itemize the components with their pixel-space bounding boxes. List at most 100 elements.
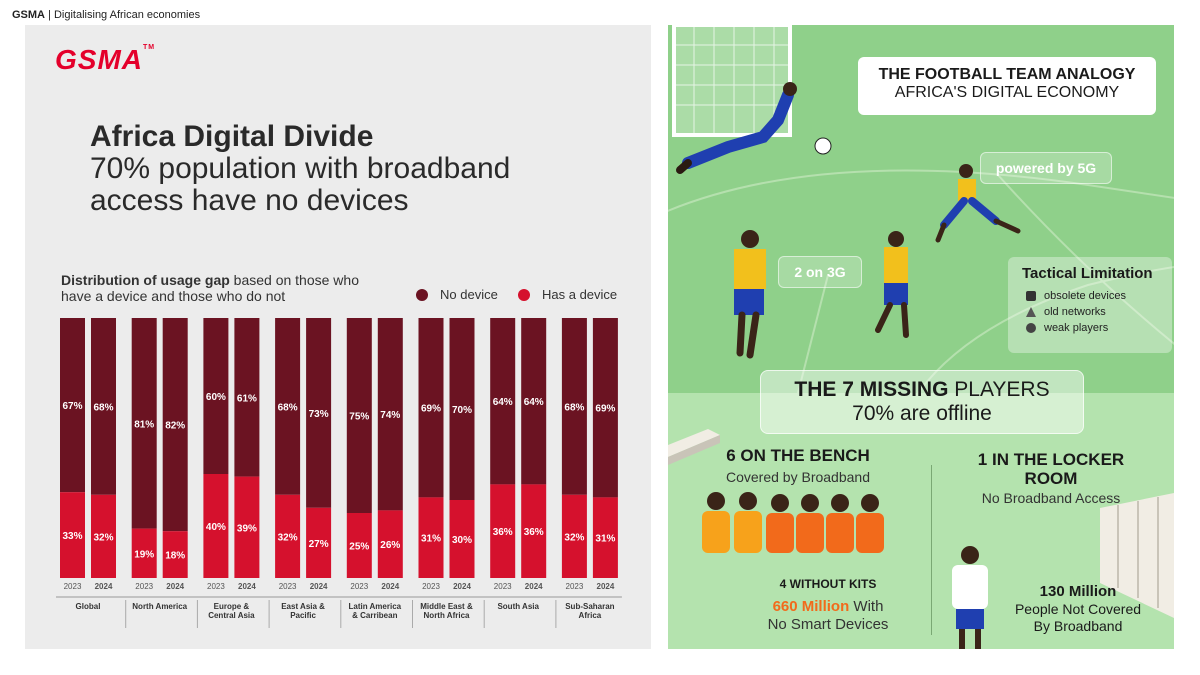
year-tick-label: 2023 <box>279 582 297 591</box>
locker-player-icon <box>952 546 988 649</box>
region-label: East Asia & <box>281 602 325 611</box>
player-icon <box>1026 323 1036 333</box>
legend-no-device-swatch <box>416 288 428 301</box>
tactical-limitation-box: Tactical Limitation obsolete devices old… <box>1008 257 1172 353</box>
legend-has-device-label: Has a device <box>542 287 618 302</box>
goal-net-icon <box>672 25 792 137</box>
legend-no-device: No device <box>416 287 498 302</box>
bar-no-device <box>234 318 260 477</box>
bar-no-device <box>346 318 372 513</box>
region-label: Pacific <box>290 611 316 620</box>
player-5g-icon <box>935 164 1021 243</box>
pill-5g: powered by 5G <box>980 152 1112 184</box>
data-label-has-device: 36% <box>524 527 544 538</box>
bar-has-device <box>306 507 332 578</box>
data-label-no-device: 81% <box>134 419 154 430</box>
data-label-no-device: 68% <box>278 402 298 413</box>
covered-lines: People Not Covered By Broadband <box>1014 601 1142 634</box>
kits-label: 4 WITHOUT KITS <box>779 577 877 591</box>
year-tick-label: 2023 <box>64 582 82 591</box>
data-label-has-device: 33% <box>62 531 82 542</box>
year-tick-label: 2024 <box>381 582 399 591</box>
bar-no-device <box>521 318 547 485</box>
bench-players-icon <box>702 492 884 553</box>
data-label-no-device: 82% <box>165 421 185 432</box>
bench-title: 6 ON THE BENCH <box>726 446 870 465</box>
data-label-has-device: 27% <box>309 539 329 550</box>
bench-sub: Covered by Broadband <box>726 469 870 485</box>
bench-icon <box>668 429 720 465</box>
smart-with: With <box>853 598 884 615</box>
data-label-has-device: 36% <box>493 527 513 538</box>
logo-tm: TM <box>143 44 156 51</box>
bar-has-device <box>418 497 444 578</box>
year-tick-label: 2024 <box>95 582 113 591</box>
data-label-has-device: 32% <box>278 532 298 543</box>
bar-no-device <box>275 318 301 495</box>
bar-no-device <box>449 318 475 500</box>
data-label-no-device: 61% <box>237 393 257 404</box>
bar-has-device <box>521 484 547 578</box>
top-subtitle: Digitalising African economies <box>53 9 201 21</box>
data-label-no-device: 64% <box>524 397 544 408</box>
data-label-has-device: 19% <box>134 549 154 560</box>
region-label: North Africa <box>424 611 470 620</box>
data-label-no-device: 67% <box>62 401 82 412</box>
smart-highlight: 660 Million <box>772 598 850 615</box>
bar-no-device <box>592 318 618 498</box>
analogy-title-box: THE FOOTBALL TEAM ANALOGY AFRICA'S DIGIT… <box>858 57 1156 115</box>
right-panel: THE FOOTBALL TEAM ANALOGY AFRICA'S DIGIT… <box>668 25 1174 649</box>
bar-no-device <box>561 318 587 495</box>
smart-devices-line1: 660 Million With <box>728 598 928 615</box>
tactical-item: old networks <box>1026 306 1172 318</box>
legend-has-device: Has a device <box>518 287 617 302</box>
usage-gap-chart: 67% 33% 2023 68% 32% 2024 Global 81% 19% 2023 82% 1… <box>56 318 622 628</box>
region-label: North America <box>132 602 187 611</box>
bar-has-device <box>275 494 301 578</box>
data-label-has-device: 32% <box>93 532 113 543</box>
top-brand: GSMA <box>12 9 45 21</box>
data-label-no-device: 75% <box>349 412 369 423</box>
football-pitch-illustration <box>668 25 1174 393</box>
headline-title: Africa Digital Divide <box>90 120 374 153</box>
year-tick-label: 2023 <box>350 582 368 591</box>
covered-bold: 130 Million <box>1039 583 1117 600</box>
region-label: Central Asia <box>208 611 255 620</box>
year-tick-label: 2024 <box>166 582 184 591</box>
bar-no-device <box>306 318 332 508</box>
data-label-no-device: 69% <box>595 404 615 415</box>
year-tick-label: 2023 <box>494 582 512 591</box>
bar-has-device <box>60 492 85 578</box>
smart-devices-line2: No Smart Devices <box>767 616 889 633</box>
data-label-no-device: 73% <box>309 409 329 420</box>
chart-title-rest: based on those who have a device and tho… <box>61 272 359 304</box>
data-label-no-device: 64% <box>493 397 513 408</box>
region-label: & Carribean <box>352 611 397 620</box>
lower-divider <box>931 465 932 635</box>
gsma-logo: GSMATM <box>55 44 156 75</box>
data-label-has-device: 18% <box>165 551 185 562</box>
bar-has-device <box>346 513 372 578</box>
bar-no-device <box>418 318 444 498</box>
bar-has-device <box>561 494 587 578</box>
bar-no-device <box>60 318 85 493</box>
bar-has-device <box>203 474 229 578</box>
year-tick-label: 2023 <box>422 582 440 591</box>
data-label-has-device: 31% <box>595 534 615 545</box>
data-label-no-device: 68% <box>564 402 584 413</box>
year-tick-label: 2023 <box>207 582 225 591</box>
pill-3g: 2 on 3G <box>778 256 862 288</box>
missing-players-box: THE 7 MISSING PLAYERS 70% are offline <box>760 370 1084 434</box>
data-label-has-device: 30% <box>452 535 472 546</box>
missing-rest: PLAYERS <box>954 378 1050 401</box>
player-3g-left-icon <box>734 230 766 359</box>
region-label: Middle East & <box>420 602 473 611</box>
data-label-has-device: 32% <box>564 532 584 543</box>
data-label-no-device: 70% <box>452 405 472 416</box>
lower-illustration <box>668 429 1174 649</box>
data-label-no-device: 68% <box>93 402 113 413</box>
top-separator: | <box>48 9 51 21</box>
analogy-subtitle: AFRICA'S DIGITAL ECONOMY <box>894 84 1120 101</box>
locker-icon <box>1100 493 1174 618</box>
bar-has-device <box>490 484 516 578</box>
